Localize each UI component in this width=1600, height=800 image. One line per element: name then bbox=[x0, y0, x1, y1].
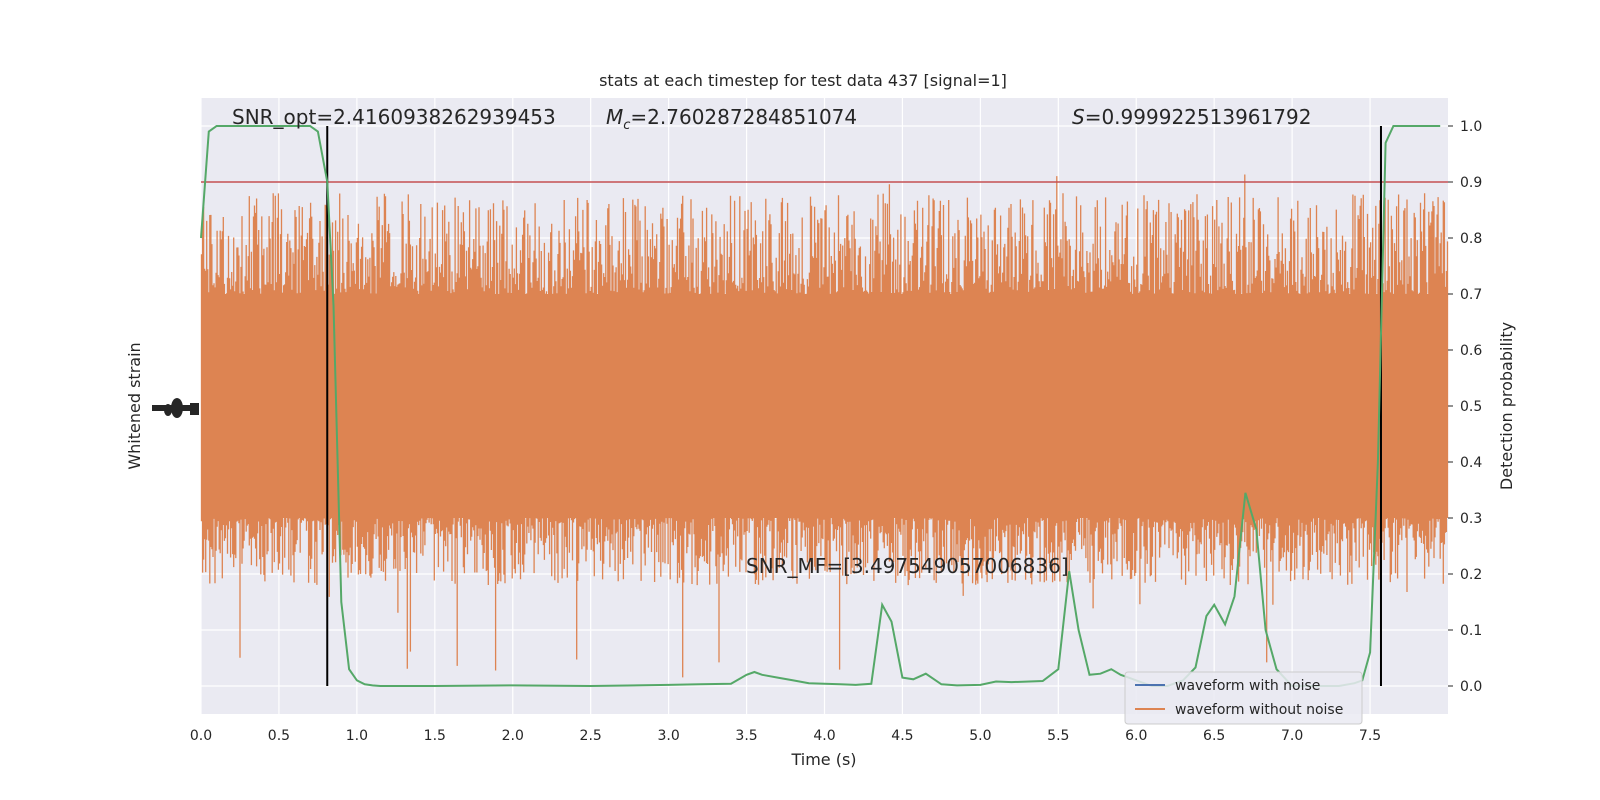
snr-mf-annotation: SNR_MF=[3.497549057006836] bbox=[746, 554, 1069, 578]
s-annotation: S=0.999922513961792 bbox=[1072, 105, 1311, 129]
left-tick-cluster bbox=[152, 398, 199, 418]
detection-probability-line bbox=[200, 125, 1441, 688]
y-right-tick-labels: 0.0 0.1 0.2 0.3 0.4 0.5 0.6 0.7 0.8 0.9 1.0 bbox=[1448, 119, 1482, 695]
legend-label-without-noise: waveform without noise bbox=[1175, 702, 1343, 718]
x-tick-label: 3.5 bbox=[735, 728, 757, 744]
y-right-tick-label: 0.0 bbox=[1460, 679, 1482, 695]
x-tick-label: 0.0 bbox=[190, 728, 212, 744]
x-tick-label: 1.0 bbox=[346, 728, 368, 744]
y-right-tick-label: 0.8 bbox=[1460, 231, 1482, 247]
y-right-tick-label: 0.6 bbox=[1460, 343, 1482, 359]
x-tick-label: 6.0 bbox=[1125, 728, 1147, 744]
x-tick-label: 5.0 bbox=[969, 728, 991, 744]
y-axis-left-label: Whitened strain bbox=[125, 342, 144, 469]
chart-title: stats at each timestep for test data 437… bbox=[599, 71, 1007, 90]
chirp-mass-annotation: Mc=2.760287284851074 bbox=[606, 105, 857, 133]
y-right-tick-label: 0.4 bbox=[1460, 455, 1482, 471]
x-tick-label: 3.0 bbox=[657, 728, 679, 744]
x-tick-label: 7.0 bbox=[1281, 728, 1303, 744]
x-tick-labels: 0.0 0.5 1.0 1.5 2.0 2.5 3.0 3.5 4.0 4.5 5.0 5.5 6.0 6… bbox=[190, 728, 1381, 744]
x-tick-label: 7.5 bbox=[1359, 728, 1381, 744]
x-tick-label: 6.5 bbox=[1203, 728, 1225, 744]
y-axis-right-label: Detection probability bbox=[1497, 322, 1516, 490]
left-tick-mark bbox=[190, 403, 199, 415]
y-right-tick-label: 0.9 bbox=[1460, 175, 1482, 191]
x-tick-label: 0.5 bbox=[268, 728, 290, 744]
x-axis-label: Time (s) bbox=[790, 750, 856, 769]
x-tick-label: 1.5 bbox=[424, 728, 446, 744]
x-tick-label: 4.0 bbox=[813, 728, 835, 744]
legend: waveform with noise waveform without noi… bbox=[1124, 671, 1363, 725]
y-right-tick-label: 1.0 bbox=[1460, 119, 1482, 135]
y-right-tick-label: 0.7 bbox=[1460, 287, 1482, 303]
x-tick-label: 4.5 bbox=[891, 728, 913, 744]
strain-spikes bbox=[200, 174, 1449, 678]
y-right-tick-label: 0.1 bbox=[1460, 623, 1482, 639]
strain-band bbox=[200, 174, 1449, 678]
vertical-lines bbox=[326, 126, 1382, 686]
x-tick-label: 2.0 bbox=[502, 728, 524, 744]
y-right-tick-label: 0.2 bbox=[1460, 567, 1482, 583]
x-tick-label: 2.5 bbox=[580, 728, 602, 744]
legend-box bbox=[1124, 671, 1363, 725]
left-tick-blob bbox=[171, 398, 183, 418]
x-tick-label: 5.5 bbox=[1047, 728, 1069, 744]
legend-label-with-noise: waveform with noise bbox=[1175, 678, 1320, 694]
y-right-tick-label: 0.5 bbox=[1460, 399, 1482, 415]
left-tick-blob bbox=[164, 404, 172, 416]
snr-opt-annotation: SNR_opt=2.4160938262939453 bbox=[232, 105, 556, 129]
y-right-tick-label: 0.3 bbox=[1460, 511, 1482, 527]
